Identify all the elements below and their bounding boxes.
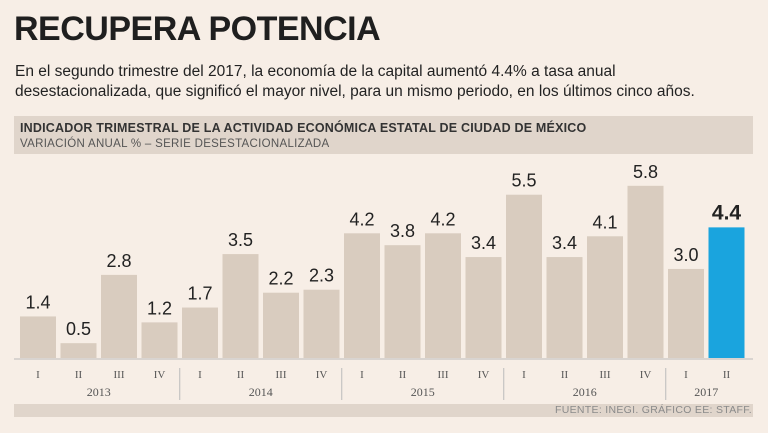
bar-12 — [506, 194, 542, 358]
quarter-label-9: II — [399, 369, 407, 381]
value-label-17: 4.4 — [712, 201, 742, 224]
bar-1 — [60, 343, 97, 358]
quarter-label-8: I — [360, 369, 364, 381]
bar-4 — [182, 307, 218, 358]
quarter-label-4: I — [198, 369, 202, 381]
year-label-2013: 2013 — [87, 385, 111, 399]
value-label-13: 3.4 — [552, 233, 577, 253]
quarter-label-13: II — [561, 369, 569, 381]
quarter-label-1: II — [75, 369, 83, 381]
bar-2 — [101, 274, 137, 358]
value-label-5: 3.5 — [228, 230, 253, 250]
quarter-label-16: I — [684, 369, 688, 381]
bar-14 — [587, 236, 623, 358]
quarter-label-12: I — [522, 369, 526, 381]
bar-7 — [303, 289, 340, 358]
value-label-1: 0.5 — [66, 319, 91, 339]
headline: RECUPERA POTENCIA — [14, 10, 381, 48]
bar-13 — [546, 257, 583, 358]
quarter-label-10: III — [438, 369, 449, 381]
quarter-label-11: IV — [478, 369, 490, 381]
year-label-2014: 2014 — [249, 385, 273, 399]
bar-10 — [425, 233, 461, 358]
value-label-14: 4.1 — [592, 212, 617, 232]
quarter-label-17: II — [723, 369, 731, 381]
subtitle: En el segundo trimestre del 2017, la eco… — [15, 63, 695, 100]
value-label-3: 1.2 — [147, 298, 172, 318]
quarter-label-7: IV — [316, 369, 328, 381]
bar-8 — [344, 233, 380, 358]
bar-5 — [222, 254, 259, 358]
quarter-label-6: III — [276, 369, 287, 381]
footer-bar — [14, 404, 753, 417]
value-label-16: 3.0 — [673, 245, 698, 265]
year-label-2017: 2017 — [694, 385, 718, 399]
value-label-12: 5.5 — [511, 171, 536, 191]
year-label-2016: 2016 — [573, 385, 597, 399]
bar-9 — [384, 245, 421, 358]
value-label-2: 2.8 — [106, 251, 131, 271]
quarter-label-15: IV — [640, 369, 652, 381]
bar-0 — [20, 316, 56, 358]
value-label-11: 3.4 — [471, 233, 496, 253]
value-label-10: 4.2 — [430, 209, 455, 229]
chart-subtitle: VARIACIÓN ANUAL % – SERIE DESESTACIONALI… — [20, 138, 330, 150]
quarter-label-14: III — [600, 369, 611, 381]
value-label-6: 2.2 — [268, 269, 293, 289]
year-label-2015: 2015 — [411, 385, 435, 399]
bar-11 — [465, 257, 502, 358]
bar-3 — [141, 322, 178, 358]
bar-15 — [627, 185, 664, 358]
chart-title: INDICADOR TRIMESTRAL DE LA ACTIVIDAD ECO… — [20, 121, 587, 135]
value-label-15: 5.8 — [633, 162, 658, 182]
quarter-label-5: II — [237, 369, 245, 381]
bar-17 — [708, 227, 745, 358]
bar-16 — [668, 268, 704, 358]
value-label-9: 3.8 — [390, 221, 415, 241]
chart-header: INDICADOR TRIMESTRAL DE LA ACTIVIDAD ECO… — [14, 116, 753, 154]
value-label-7: 2.3 — [309, 266, 334, 286]
bar-6 — [263, 292, 299, 358]
source-note: FUENTE: INEGI. GRÁFICO EE: STAFF. — [555, 404, 752, 416]
value-label-8: 4.2 — [349, 209, 374, 229]
quarter-label-2: III — [114, 369, 125, 381]
value-label-0: 1.4 — [25, 292, 50, 312]
value-label-4: 1.7 — [187, 284, 212, 304]
quarter-label-0: I — [36, 369, 40, 381]
quarter-label-3: IV — [154, 369, 166, 381]
